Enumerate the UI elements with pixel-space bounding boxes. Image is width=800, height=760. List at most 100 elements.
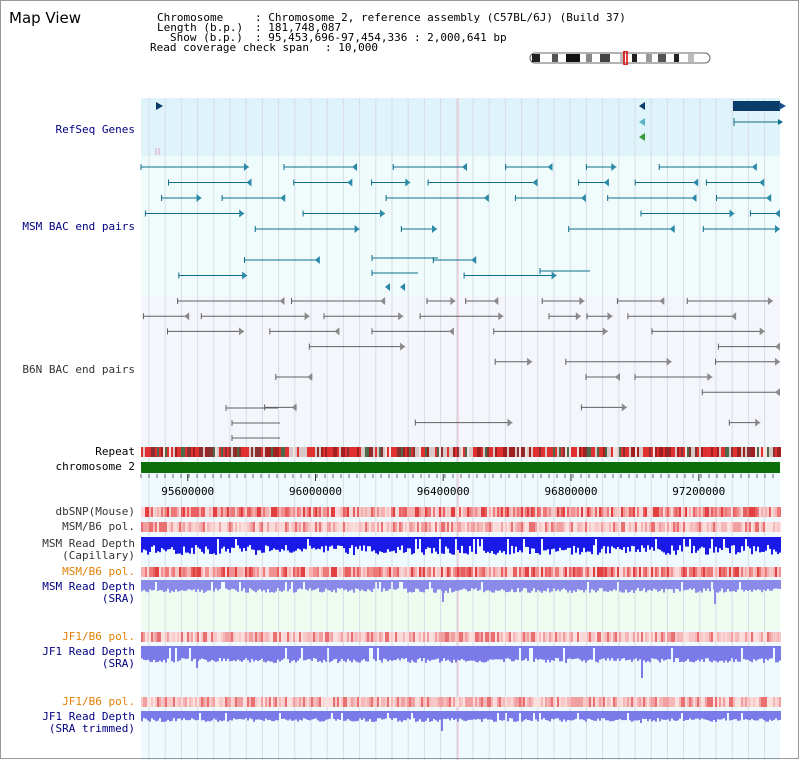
heat-cell [415, 632, 417, 642]
heat-cell [409, 507, 411, 517]
heat-cell [543, 697, 545, 707]
heat-cell [571, 507, 573, 517]
heat-cell [293, 522, 295, 532]
repeat-segment [255, 447, 257, 457]
heat-cell [279, 567, 281, 577]
track-label-jf1-b6-pol-2[interactable]: JF1/B6 pol. [62, 695, 135, 708]
heat-cell [627, 697, 629, 707]
depth-bar [567, 711, 569, 720]
depth-bar [325, 711, 327, 720]
repeat-segment [399, 447, 401, 457]
heat-cell [537, 567, 539, 577]
depth-bar [211, 580, 213, 582]
depth-bar [351, 646, 353, 663]
heat-cell [311, 632, 313, 642]
heat-cell [671, 632, 673, 642]
depth-bar [515, 711, 517, 722]
heat-cell [239, 632, 241, 642]
heat-cell [755, 507, 757, 517]
depth-bar [399, 580, 401, 582]
depth-bar [367, 580, 369, 590]
heat-cell [401, 632, 403, 642]
depth-bar [729, 711, 731, 721]
chromosome-ideogram-icon[interactable] [528, 51, 714, 65]
depth-bar [663, 711, 665, 720]
heat-cell [449, 632, 451, 642]
track-label-jf1-depth-trimmed[interactable]: JF1 Read Depth (SRA trimmed) [42, 710, 135, 735]
repeat-segment [623, 447, 625, 457]
heat-cell [263, 697, 265, 707]
track-label-b6n-bac[interactable]: B6N BAC end pairs [22, 363, 135, 376]
depth-bar [559, 580, 561, 592]
depth-bar [499, 646, 501, 660]
depth-bar [297, 580, 299, 590]
heat-cell [451, 522, 453, 532]
heat-cell [399, 507, 401, 517]
heat-cell [149, 507, 151, 517]
depth-bar [435, 711, 437, 721]
heat-cell [631, 567, 633, 577]
track-label-refseq[interactable]: RefSeq Genes [55, 123, 135, 136]
heat-cell [429, 697, 431, 707]
bac-end-arrow [759, 178, 765, 187]
heat-cell [695, 697, 697, 707]
track-label-dbsnp[interactable]: dbSNP(Mouse) [55, 505, 135, 518]
heat-cell [551, 522, 553, 532]
track-label-jf1-b6-pol[interactable]: JF1/B6 pol. [62, 630, 135, 643]
track-label-msm-depth-sra[interactable]: MSM Read Depth (SRA) [42, 580, 135, 605]
heat-cell [667, 567, 669, 577]
repeat-segment [583, 447, 585, 457]
track-label-repeat[interactable]: Repeat [95, 445, 135, 458]
heat-cell [329, 697, 331, 707]
heat-cell [291, 507, 293, 517]
heat-cell [473, 697, 475, 707]
heat-cell [535, 697, 537, 707]
depth-bar [435, 537, 437, 552]
heat-cell [481, 522, 483, 532]
repeat-segment [371, 447, 373, 457]
heat-cell [391, 632, 393, 642]
track-label-jf1-depth-sra[interactable]: JF1 Read Depth (SRA) [42, 645, 135, 670]
heat-cell [575, 697, 577, 707]
info-chromosome-value: : Chromosome 2, reference assembly (C57B… [255, 11, 626, 24]
depth-bar [671, 580, 673, 590]
heat-cell [707, 632, 709, 642]
depth-bar [753, 711, 755, 721]
heat-cell [481, 507, 483, 517]
heat-cell [693, 567, 695, 577]
heat-cell [345, 507, 347, 517]
depth-bar [599, 537, 601, 553]
heat-cell [367, 522, 369, 532]
depth-bar [149, 537, 151, 552]
heat-cell [613, 632, 615, 642]
track-label-chromosome[interactable]: chromosome 2 [55, 460, 135, 473]
depth-bar [465, 537, 467, 554]
heat-cell [725, 522, 727, 532]
track-label-msm-b6-pol[interactable]: MSM/B6 pol. [62, 520, 135, 533]
depth-bar [397, 646, 399, 659]
repeat-segment [535, 447, 537, 457]
heat-cell [519, 632, 521, 642]
heat-cell [191, 632, 193, 642]
bac-end-arrow [666, 357, 672, 366]
track-label-msm-depth-capillary[interactable]: MSM Read Depth (Capillary) [42, 537, 135, 562]
heat-cell [203, 522, 205, 532]
depth-bar [257, 580, 259, 591]
heat-cell [287, 697, 289, 707]
depth-bar [623, 711, 625, 721]
heat-cell [225, 522, 227, 532]
repeat-segment [517, 447, 519, 457]
depth-bar [187, 711, 189, 721]
heat-cell [681, 522, 683, 532]
track-label-msm-bac[interactable]: MSM BAC end pairs [22, 220, 135, 233]
heat-cell [355, 632, 357, 642]
heat-cell [391, 522, 393, 532]
heat-cell [427, 632, 429, 642]
track-label-msm-b6-pol-2[interactable]: MSM/B6 pol. [62, 565, 135, 578]
heat-cell [497, 567, 499, 577]
heat-cell [677, 632, 679, 642]
depth-bar [291, 580, 293, 582]
heat-cell [231, 567, 233, 577]
heat-cell [315, 522, 317, 532]
heat-cell [169, 632, 171, 642]
